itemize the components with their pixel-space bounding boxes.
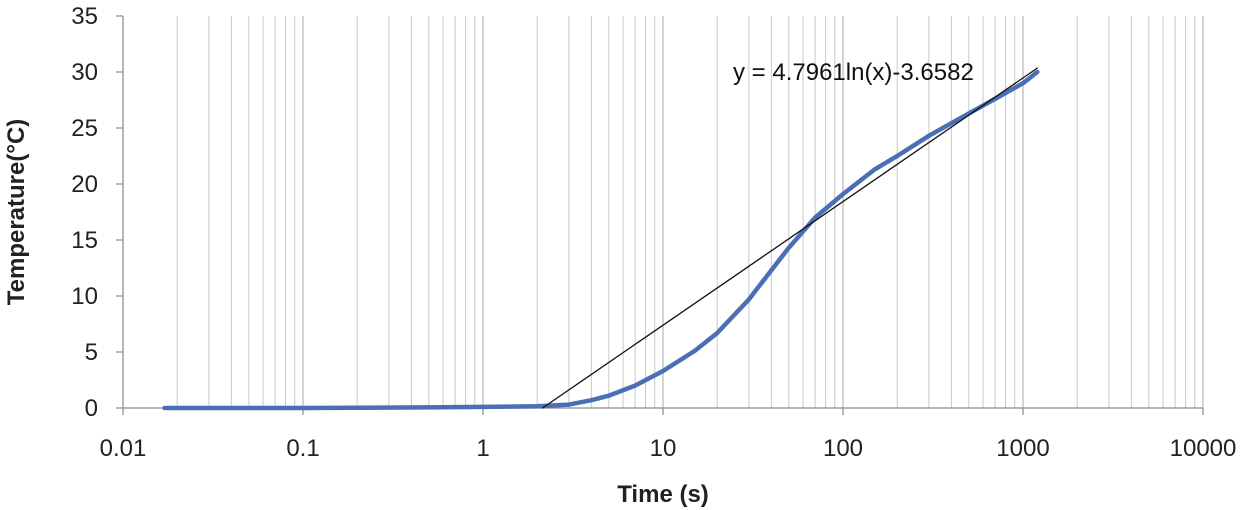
y-tick-label: 25 bbox=[71, 115, 98, 142]
x-tick-label: 1000 bbox=[996, 435, 1049, 462]
y-tick-label: 20 bbox=[71, 171, 98, 198]
y-tick-label: 10 bbox=[71, 283, 98, 310]
temperature-series-line bbox=[162, 69, 1040, 411]
tick-labels: 0 5 10 15 20 25 30 35 0.01 0.1 1 10 100 1000 10000 bbox=[71, 3, 1236, 462]
x-tick-label: 0.01 bbox=[100, 435, 147, 462]
trendline-equation: y = 4.7961ln(x)-3.6582 bbox=[733, 59, 974, 86]
x-tick-label: 100 bbox=[823, 435, 863, 462]
grid-lines bbox=[122, 16, 1204, 408]
y-axis-title: Temperature(°C) bbox=[3, 119, 30, 306]
series bbox=[162, 67, 1040, 411]
y-tick-label: 5 bbox=[85, 339, 98, 366]
y-tick-label: 0 bbox=[85, 395, 98, 422]
x-tick-label: 1 bbox=[476, 435, 489, 462]
x-axis-title: Time (s) bbox=[617, 481, 709, 508]
y-tick-label: 15 bbox=[71, 227, 98, 254]
x-tick-label: 10000 bbox=[1170, 435, 1237, 462]
y-tick-label: 30 bbox=[71, 59, 98, 86]
trendline bbox=[541, 67, 1038, 409]
x-tick-label: 10 bbox=[650, 435, 677, 462]
x-tick-label: 0.1 bbox=[286, 435, 319, 462]
y-tick-label: 35 bbox=[71, 3, 98, 30]
axes bbox=[116, 15, 1204, 415]
